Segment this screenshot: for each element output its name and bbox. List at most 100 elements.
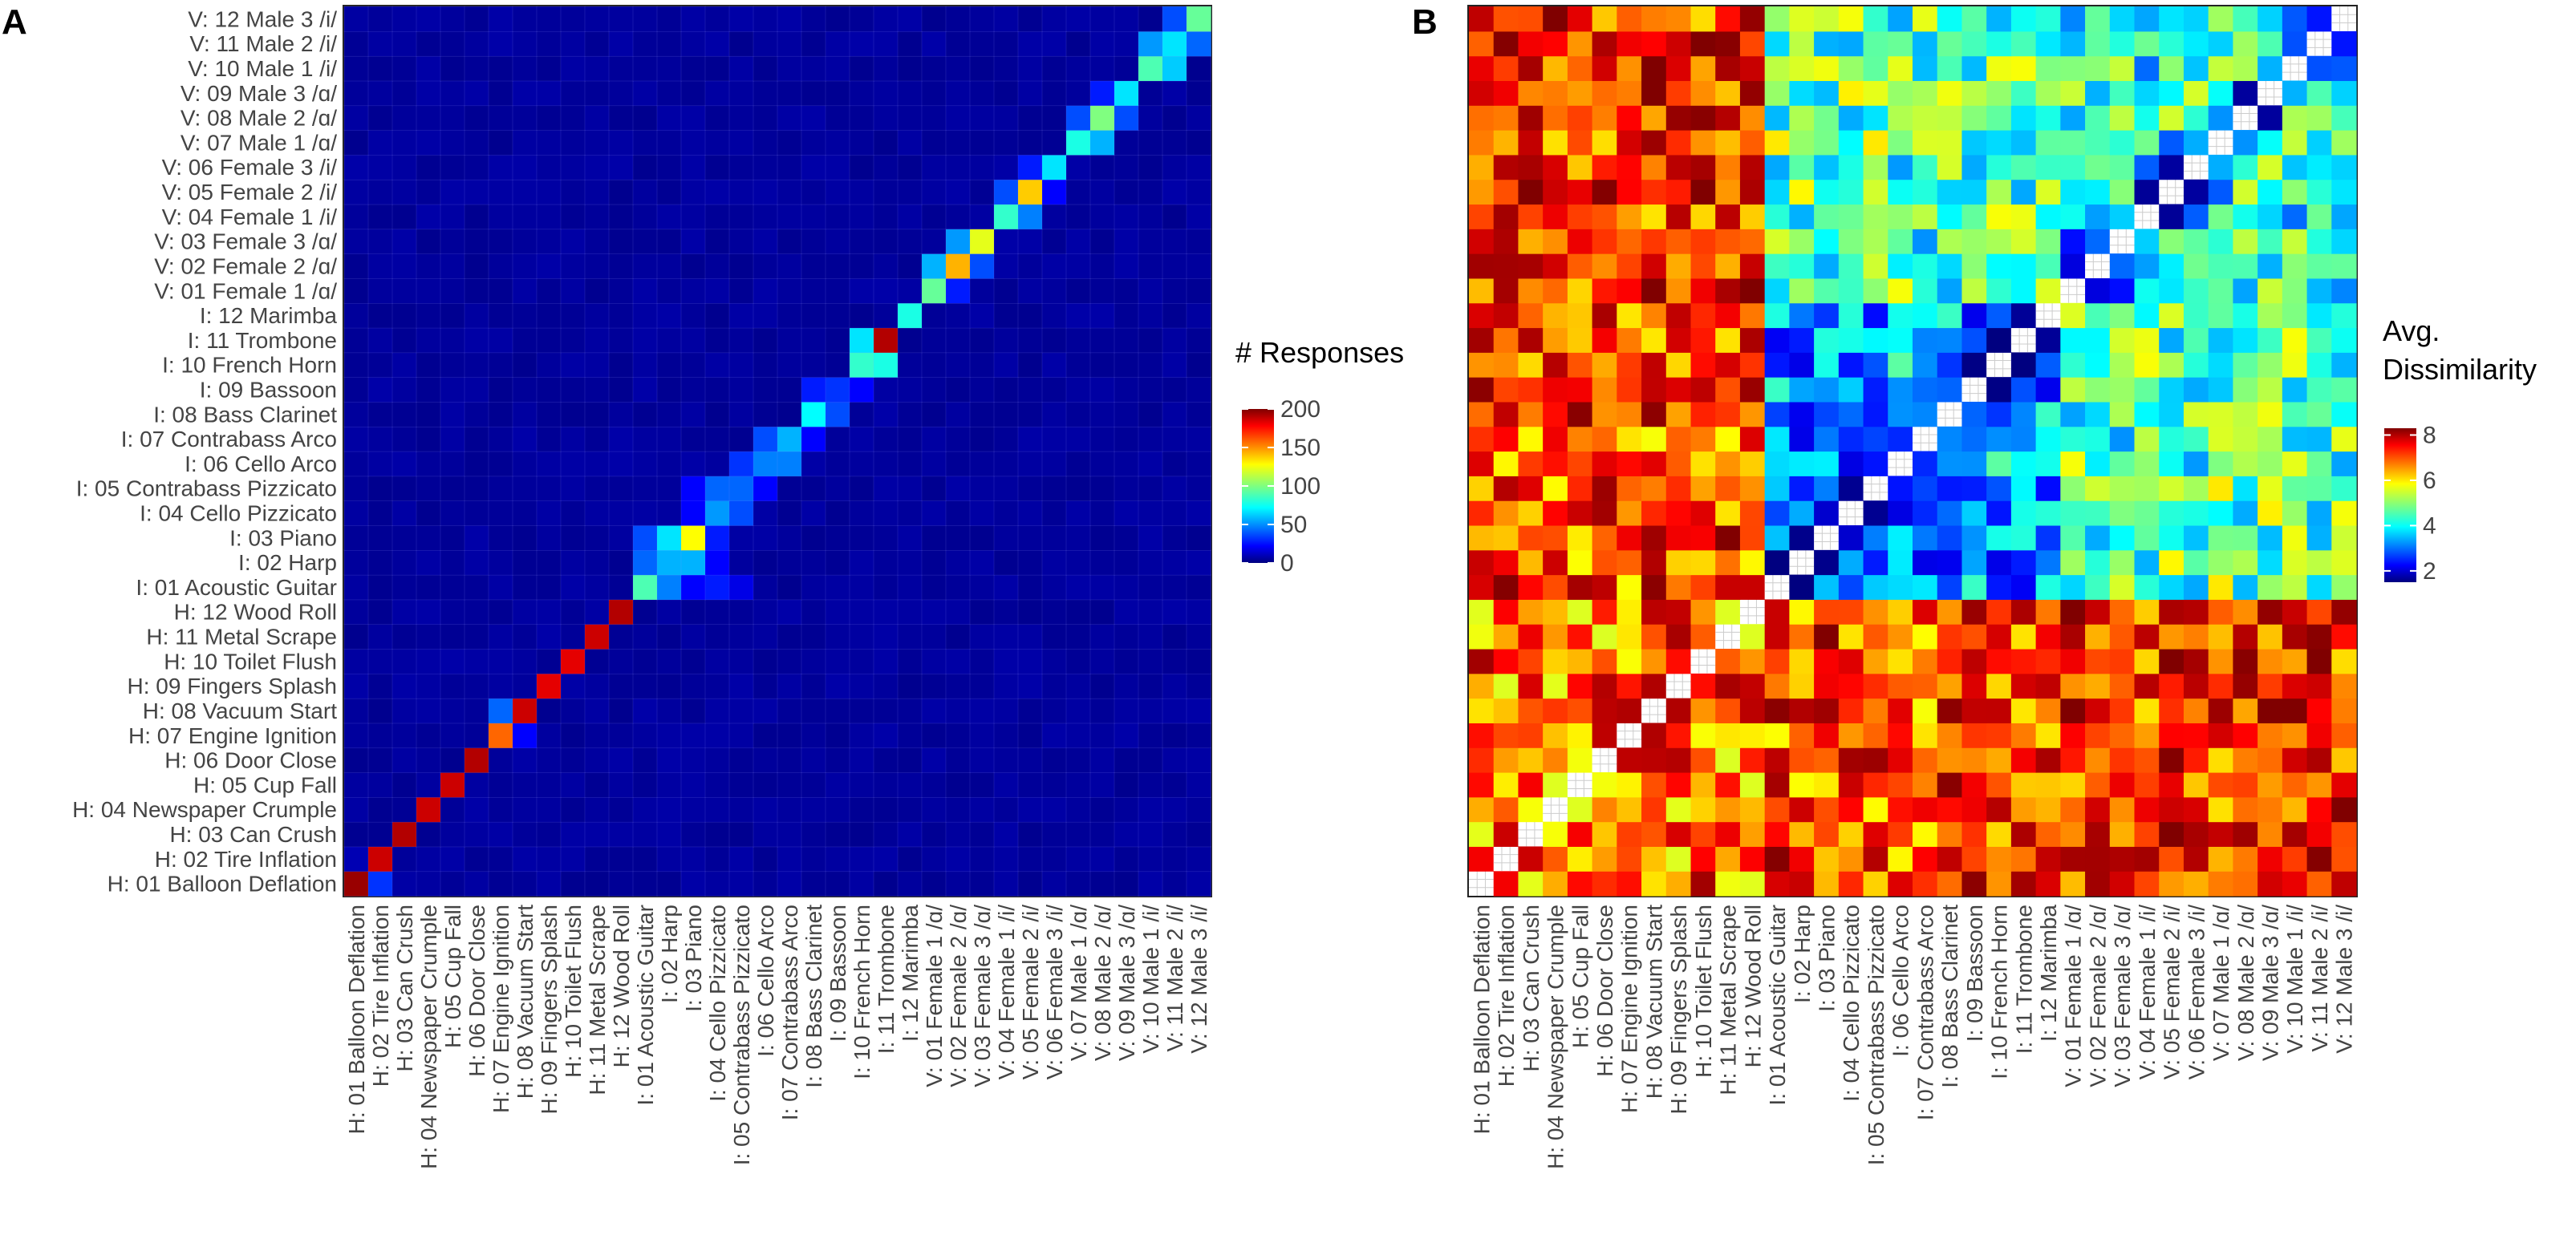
- heatmap-cell: [560, 104, 586, 131]
- heatmap-cell: [753, 673, 778, 699]
- heatmap-cell: [512, 747, 538, 773]
- heatmap-cell: [1592, 377, 1617, 403]
- heatmap-cell: [1863, 377, 1888, 403]
- heatmap-cell: [753, 154, 778, 180]
- x-tick-label: V: 11 Male 2 /i/: [2307, 905, 2332, 1052]
- heatmap-cell: [2060, 796, 2086, 823]
- heatmap-cell: [1789, 204, 1815, 229]
- heatmap-cell: [1641, 253, 1667, 279]
- heatmap-cell: [969, 253, 995, 279]
- heatmap-cell: [560, 30, 586, 57]
- heatmap-cell: [560, 870, 586, 897]
- heatmap-cell: [1518, 302, 1544, 329]
- heatmap-cell: [1493, 327, 1519, 353]
- heatmap-cell: [1838, 179, 1864, 205]
- heatmap-cell: [1041, 451, 1067, 477]
- heatmap-cell: [1690, 327, 1716, 353]
- heatmap-cell: [632, 179, 658, 205]
- heatmap-cell: [391, 524, 417, 551]
- heatmap-cell: [1592, 302, 1617, 329]
- heatmap-cell: [1567, 302, 1593, 329]
- heatmap-cell: [873, 698, 899, 724]
- heatmap-cell: [1690, 549, 1716, 576]
- heatmap-cell: [2109, 698, 2136, 723]
- heatmap-cell: [464, 599, 489, 626]
- heatmap-cell: [945, 104, 971, 131]
- y-tick-label: V: 01 Female 1 /ɑ/: [154, 278, 337, 303]
- heatmap-cell: [2134, 624, 2160, 650]
- heatmap-cell: [2306, 549, 2332, 576]
- heatmap-cell: [921, 6, 947, 32]
- heatmap-cell: [2134, 698, 2160, 723]
- heatmap-cell: [2282, 377, 2308, 403]
- heatmap-cell: [464, 723, 489, 749]
- heatmap-cell: [1814, 871, 1840, 897]
- heatmap-cell: [1518, 30, 1544, 57]
- heatmap-cell: [1469, 451, 1495, 476]
- heatmap-cell: [1986, 30, 2012, 57]
- heatmap-cell: [2134, 327, 2160, 353]
- heatmap-cell: [512, 599, 538, 626]
- heatmap-cell: [1961, 253, 1987, 279]
- heatmap-cell: [1764, 130, 1790, 156]
- heatmap-cell: [849, 129, 874, 156]
- heatmap-cell: [993, 821, 1019, 848]
- heatmap-cell: [777, 253, 802, 279]
- heatmap-cell: [343, 154, 369, 180]
- heatmap-cell: [464, 870, 489, 897]
- heatmap-cell: [1690, 723, 1716, 748]
- heatmap-cell: [2085, 476, 2111, 501]
- heatmap-cell: [1814, 105, 1840, 131]
- heatmap-cell: [632, 870, 658, 897]
- heatmap-cell: [801, 179, 826, 205]
- heatmap-cell: [1961, 105, 1987, 131]
- heatmap-diagonal-cell: [1567, 771, 1592, 797]
- heatmap-cell: [1913, 599, 1938, 625]
- heatmap-cell: [1961, 574, 1987, 600]
- heatmap-cell: [2208, 327, 2233, 353]
- heatmap-cell: [464, 376, 489, 403]
- heatmap-cell: [1764, 154, 1790, 180]
- heatmap-cell: [1089, 821, 1115, 848]
- heatmap-cell: [464, 6, 489, 32]
- heatmap-cell: [584, 376, 610, 403]
- heatmap-cell: [2331, 179, 2357, 205]
- x-tick-label: V: 04 Female 1 /i/: [2135, 905, 2160, 1080]
- heatmap-cell: [488, 771, 513, 798]
- heatmap-cell: [1089, 228, 1115, 254]
- heatmap-cell: [801, 253, 826, 279]
- heatmap-cell: [416, 821, 441, 848]
- heatmap-cell: [464, 426, 489, 452]
- heatmap-cell: [1493, 277, 1519, 304]
- heatmap-cell: [1017, 723, 1043, 749]
- heatmap-cell: [1138, 648, 1163, 674]
- heatmap-cell: [921, 55, 947, 82]
- heatmap-cell: [1617, 476, 1642, 501]
- heatmap-cell: [1089, 302, 1115, 329]
- heatmap-cell: [416, 401, 441, 427]
- heatmap-cell: [801, 401, 826, 427]
- heatmap-cell: [1641, 327, 1667, 353]
- heatmap-cell: [536, 55, 562, 82]
- heatmap-diagonal-cell: [1739, 599, 1765, 625]
- heatmap-cell: [2134, 377, 2160, 403]
- heatmap-cell: [969, 277, 995, 304]
- heatmap-cell: [849, 6, 874, 32]
- x-tick-label: V: 07 Male 1 /ɑ/: [2209, 905, 2233, 1061]
- heatmap-cell: [849, 426, 874, 452]
- heatmap-cell: [897, 80, 923, 107]
- heatmap-cell: [2258, 821, 2283, 847]
- heatmap-cell: [1937, 821, 1963, 847]
- panel-a-frame: [343, 5, 1212, 897]
- heatmap-cell: [464, 796, 489, 823]
- heatmap-cell: [1518, 55, 1544, 82]
- heatmap-cell: [1764, 624, 1790, 650]
- heatmap-cell: [2035, 229, 2061, 254]
- heatmap-cell: [367, 549, 393, 576]
- heatmap-cell: [1543, 401, 1568, 427]
- heatmap-cell: [632, 30, 658, 57]
- heatmap-cell: [1065, 821, 1091, 848]
- heatmap-cell: [488, 870, 513, 897]
- heatmap-cell: [728, 451, 754, 477]
- x-tick-label: V: 01 Female 1 /ɑ/: [922, 905, 947, 1087]
